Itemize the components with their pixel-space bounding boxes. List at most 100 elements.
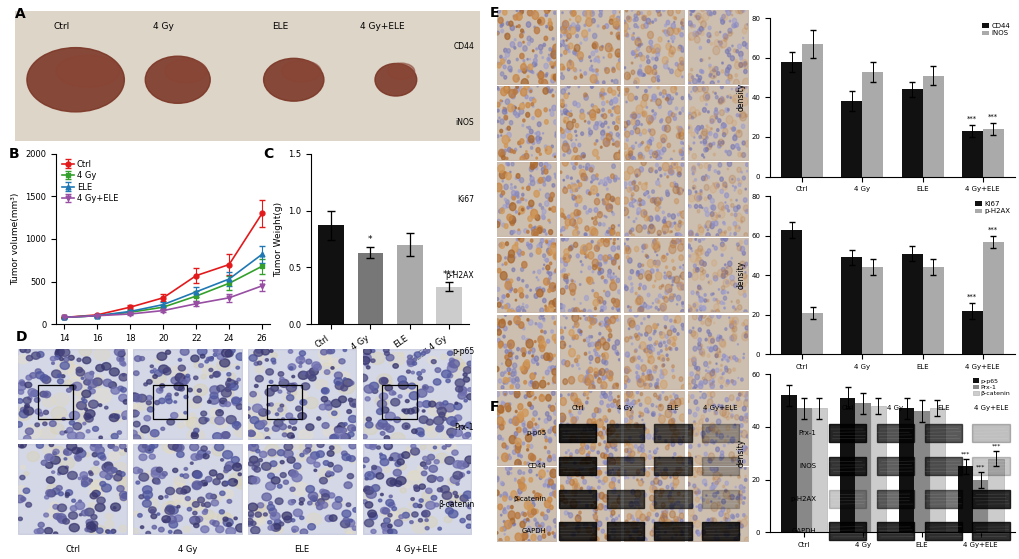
Circle shape [703, 299, 706, 302]
Circle shape [514, 445, 517, 448]
Circle shape [501, 101, 502, 102]
Circle shape [615, 32, 621, 39]
Circle shape [674, 427, 675, 429]
Circle shape [601, 430, 605, 435]
Circle shape [526, 244, 527, 246]
Text: Ctrl: Ctrl [65, 544, 81, 553]
Circle shape [629, 535, 631, 538]
Circle shape [553, 533, 555, 536]
Circle shape [20, 466, 25, 469]
Circle shape [722, 182, 727, 187]
Circle shape [443, 516, 451, 523]
Circle shape [689, 7, 694, 12]
Circle shape [326, 471, 331, 475]
Circle shape [366, 490, 376, 499]
Circle shape [665, 94, 666, 96]
Bar [921, 75, 943, 177]
Circle shape [719, 31, 720, 33]
Circle shape [437, 408, 446, 415]
Circle shape [708, 380, 712, 385]
Circle shape [528, 126, 530, 130]
Circle shape [697, 285, 698, 286]
Circle shape [689, 274, 692, 277]
Circle shape [742, 264, 745, 268]
Circle shape [265, 429, 272, 435]
Circle shape [657, 234, 659, 236]
Circle shape [652, 285, 654, 288]
Circle shape [587, 317, 590, 321]
Circle shape [738, 105, 739, 108]
Circle shape [658, 493, 661, 498]
Circle shape [659, 331, 661, 335]
Circle shape [731, 15, 732, 16]
Circle shape [199, 364, 203, 367]
Circle shape [514, 432, 518, 436]
Circle shape [596, 109, 599, 113]
Circle shape [653, 451, 656, 454]
Circle shape [735, 50, 738, 53]
Circle shape [562, 525, 565, 528]
Bar [811, 409, 826, 532]
Circle shape [635, 120, 639, 126]
Circle shape [691, 250, 692, 252]
Circle shape [138, 399, 152, 410]
Circle shape [719, 97, 725, 103]
Circle shape [738, 533, 740, 536]
Circle shape [119, 491, 127, 498]
Circle shape [574, 220, 575, 221]
Circle shape [675, 93, 677, 95]
Circle shape [713, 67, 717, 71]
Circle shape [193, 396, 202, 403]
Circle shape [561, 305, 565, 308]
Circle shape [549, 245, 555, 254]
Circle shape [558, 43, 561, 47]
Circle shape [663, 63, 667, 69]
Circle shape [693, 400, 697, 404]
Circle shape [23, 397, 31, 404]
Circle shape [234, 480, 236, 482]
Circle shape [382, 528, 392, 536]
Circle shape [365, 397, 370, 401]
Circle shape [717, 163, 721, 167]
Circle shape [588, 425, 593, 431]
Circle shape [165, 487, 174, 495]
Circle shape [716, 313, 720, 319]
Circle shape [496, 410, 500, 415]
Circle shape [531, 392, 533, 395]
Circle shape [612, 399, 615, 402]
Circle shape [512, 196, 515, 200]
Circle shape [631, 157, 633, 160]
Circle shape [305, 448, 311, 452]
Circle shape [411, 444, 416, 448]
Circle shape [405, 400, 409, 402]
Circle shape [737, 459, 739, 462]
Circle shape [592, 514, 594, 516]
Circle shape [719, 41, 721, 43]
Circle shape [631, 521, 637, 529]
Circle shape [669, 483, 674, 487]
Circle shape [636, 207, 640, 213]
Circle shape [169, 521, 177, 528]
Circle shape [64, 458, 67, 460]
Circle shape [422, 491, 433, 500]
Circle shape [530, 373, 535, 380]
Circle shape [614, 49, 621, 57]
Circle shape [526, 102, 530, 108]
Circle shape [574, 76, 576, 79]
Circle shape [204, 509, 208, 512]
Circle shape [726, 416, 729, 420]
Circle shape [709, 466, 713, 471]
Circle shape [678, 45, 681, 49]
Circle shape [640, 444, 643, 448]
Circle shape [291, 473, 302, 482]
Circle shape [130, 410, 139, 417]
Circle shape [507, 286, 511, 290]
Circle shape [740, 519, 747, 527]
Circle shape [629, 537, 635, 545]
Circle shape [588, 356, 592, 361]
Circle shape [502, 520, 504, 523]
Circle shape [222, 432, 229, 438]
Circle shape [99, 404, 102, 406]
Bar [971, 490, 1009, 508]
Circle shape [627, 477, 628, 479]
